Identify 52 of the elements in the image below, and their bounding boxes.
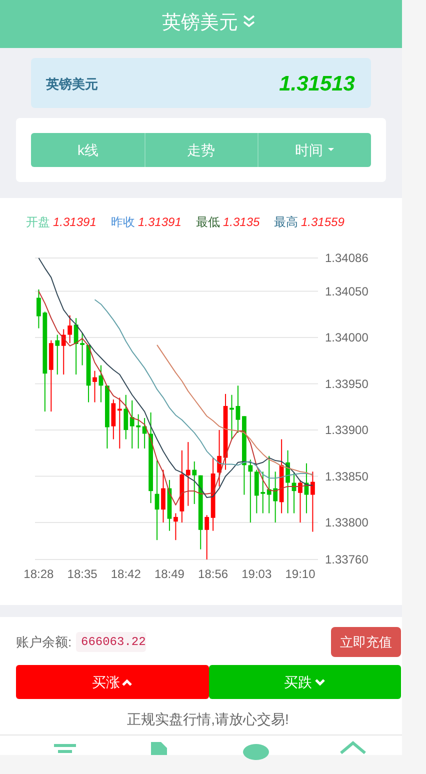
text: 666063.22 — [81, 635, 146, 649]
x-tick-label: 18:28 — [24, 567, 54, 581]
line-series — [38, 290, 314, 506]
x-tick-label: 18:49 — [154, 567, 185, 581]
text: 买涨 — [92, 674, 120, 690]
candlestick — [55, 334, 60, 376]
text: 买跌 — [284, 674, 312, 690]
candlestick — [310, 471, 315, 532]
text: 最低 — [196, 215, 220, 229]
text: 正规实盘行情,请放心交易! — [127, 711, 289, 727]
text: 时间 — [295, 142, 323, 158]
candlestick — [111, 399, 116, 440]
text: 1.31391 — [138, 215, 182, 229]
chart-title: 英镑美元 — [162, 12, 238, 34]
candlestick — [204, 514, 210, 560]
candlestick — [161, 469, 166, 524]
text: 1.31559 — [301, 215, 345, 229]
x-tick-label: 18:56 — [198, 567, 228, 581]
candlestick — [248, 459, 253, 524]
candlestick — [298, 479, 302, 524]
text: k线 — [78, 142, 98, 158]
line-series — [38, 258, 314, 498]
x-tick-label: 19:03 — [242, 567, 272, 581]
x-tick-label: 19:10 — [285, 567, 316, 581]
candlestick — [92, 370, 97, 403]
text: 账户余额: — [16, 634, 72, 650]
candlestick — [236, 385, 240, 434]
x-tick-label: 18:35 — [67, 567, 98, 581]
candlestick — [68, 314, 72, 344]
text: 走势 — [187, 142, 215, 158]
candlestick — [124, 394, 128, 440]
text: 1.31513 — [279, 72, 356, 96]
y-tick-label: 1.33950 — [325, 376, 369, 391]
x-tick-label: 18:42 — [110, 567, 142, 581]
y-tick-label: 1.34086 — [325, 251, 369, 265]
text: 立即充值 — [340, 634, 392, 650]
y-tick-label: 1.33760 — [325, 552, 369, 566]
text: 1.31391 — [53, 215, 96, 229]
y-tick-label: 1.33900 — [325, 423, 369, 438]
text: 昨收 — [111, 215, 135, 229]
y-tick-label: 1.34050 — [325, 284, 369, 298]
candlestick — [192, 460, 197, 505]
text: 英镑美元 — [45, 76, 98, 92]
candlestick — [174, 512, 178, 541]
y-tick-label: 1.33850 — [325, 469, 369, 484]
text: 1.3135 — [223, 215, 260, 229]
text: 开盘 — [26, 215, 50, 229]
text: 最高 — [274, 215, 298, 229]
y-tick-label: 1.33800 — [325, 516, 369, 530]
candlestick — [154, 460, 160, 541]
candlestick — [186, 442, 190, 506]
y-tick-label: 1.34000 — [325, 330, 369, 345]
